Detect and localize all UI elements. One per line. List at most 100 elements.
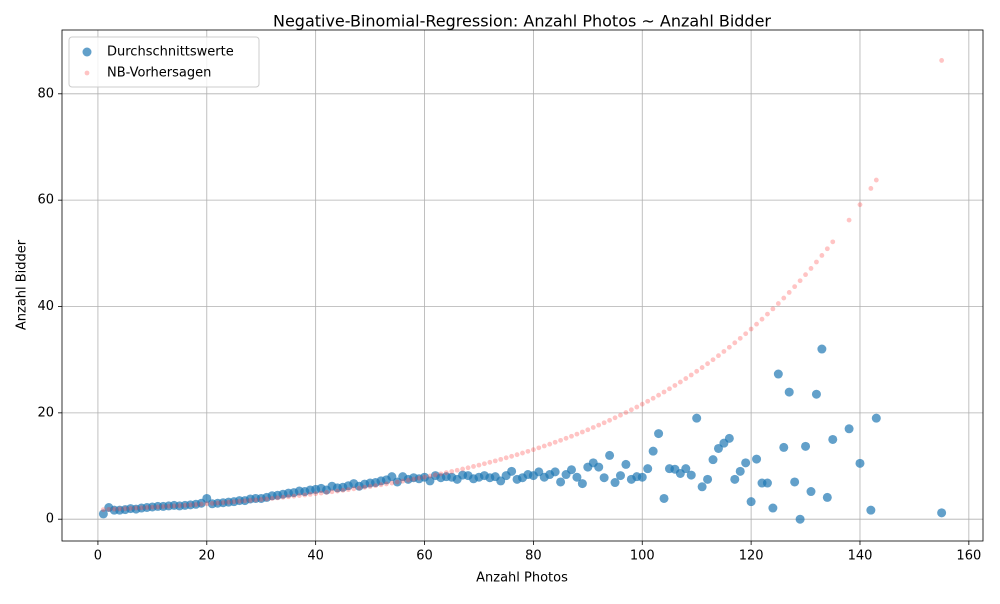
point [741,458,751,468]
point [572,472,582,482]
point [612,415,618,421]
y-tick-label: 60 [37,193,54,208]
legend-box [68,36,260,88]
point [692,413,702,423]
point [487,459,493,465]
point [389,480,395,486]
point [182,502,188,508]
point [594,462,604,472]
point [307,491,313,497]
point [681,464,691,474]
point [324,490,329,495]
point [552,439,558,445]
y-tick-label: 0 [46,512,54,527]
point [688,372,694,378]
point [792,284,798,290]
point [351,486,357,492]
point [732,340,738,346]
point [411,476,417,482]
point [683,376,689,381]
point [400,478,406,484]
point [264,496,270,502]
point [215,500,221,506]
point [716,353,721,359]
point [786,290,792,295]
point [735,466,745,476]
point [754,321,759,327]
point [171,503,177,509]
point [476,462,482,468]
point [362,484,368,490]
point [454,467,460,473]
point [492,458,498,464]
point [275,495,280,501]
legend: Durchschnittswerte NB-Vorhersagen [68,36,260,88]
point [318,490,324,496]
point [724,433,734,443]
points [98,58,947,524]
point [345,487,351,493]
point [596,422,602,428]
point [846,217,852,223]
point [541,443,547,449]
point [449,469,455,474]
point [721,349,727,354]
point [703,474,713,484]
point [779,442,789,452]
x-tick-label: 40 [307,549,324,564]
point [427,473,433,479]
point [819,253,825,258]
point [160,504,166,509]
point [667,386,672,392]
point [585,427,591,433]
point [503,455,509,461]
point [111,506,117,512]
point [302,492,308,498]
point [770,306,776,312]
point [765,311,770,317]
point [507,466,517,476]
point [133,505,139,511]
point [710,357,716,363]
point [806,487,816,497]
point [659,493,669,503]
grid: 0 20 40 60 80 100 120 140 160 0 20 40 60 80 [37,30,983,564]
point [465,465,471,471]
point [394,479,400,485]
point [694,368,700,374]
point [291,493,297,499]
point [563,435,569,441]
point [873,177,879,183]
point [623,410,629,415]
point [481,461,487,467]
point [509,453,515,459]
point [193,502,199,507]
y-tick-label: 40 [37,299,54,314]
point [416,475,422,481]
point [231,499,237,505]
point [822,492,832,502]
point [857,202,863,208]
point [615,471,625,481]
point [605,450,615,460]
point [726,344,732,350]
point [939,58,945,63]
point [768,503,778,513]
point [556,477,566,487]
point [520,450,525,456]
point [784,387,794,397]
point [286,494,291,500]
point [569,433,574,439]
point [686,470,696,480]
chart-title: Negative-Binomial-Regression: Anzahl Pho… [273,12,771,31]
point [122,506,128,512]
point [752,454,762,464]
point [797,278,803,284]
point [808,266,814,271]
x-tick-label: 60 [416,549,433,564]
y-tick-label: 20 [37,405,54,420]
point [155,504,161,510]
point [762,478,772,488]
point [634,404,640,410]
